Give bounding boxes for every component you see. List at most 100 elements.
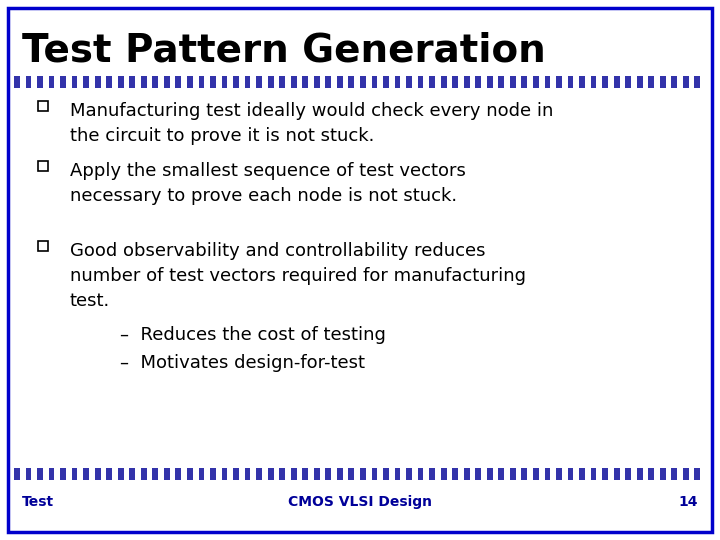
Bar — [268, 76, 274, 88]
Bar — [377, 76, 383, 88]
Bar — [562, 468, 567, 480]
Bar — [187, 468, 193, 480]
Bar — [562, 76, 567, 88]
Bar — [164, 468, 170, 480]
Bar — [25, 76, 31, 88]
Bar — [101, 76, 107, 88]
Bar — [233, 76, 239, 88]
Bar — [671, 76, 678, 88]
Bar — [695, 76, 701, 88]
Bar — [654, 468, 660, 480]
Bar — [158, 468, 164, 480]
Text: Manufacturing test ideally would check every node in
the circuit to prove it is : Manufacturing test ideally would check e… — [70, 102, 554, 145]
Bar — [550, 468, 556, 480]
Bar — [170, 468, 176, 480]
Bar — [245, 468, 251, 480]
Bar — [78, 76, 84, 88]
Bar — [245, 76, 251, 88]
Bar — [452, 468, 458, 480]
Bar — [521, 76, 527, 88]
Bar — [429, 468, 435, 480]
Bar — [222, 468, 228, 480]
Bar — [498, 468, 504, 480]
Bar — [181, 468, 187, 480]
Bar — [325, 76, 331, 88]
Bar — [550, 76, 556, 88]
Bar — [683, 76, 689, 88]
Bar — [55, 468, 60, 480]
Bar — [25, 468, 31, 480]
Bar — [95, 76, 101, 88]
Bar — [498, 76, 504, 88]
Bar — [147, 76, 153, 88]
Bar — [251, 76, 256, 88]
Bar — [153, 468, 158, 480]
Text: –  Motivates design-for-test: – Motivates design-for-test — [120, 354, 365, 373]
Bar — [135, 76, 141, 88]
Bar — [654, 76, 660, 88]
Bar — [337, 76, 343, 88]
Bar — [14, 76, 19, 88]
Bar — [38, 241, 48, 251]
Bar — [619, 468, 625, 480]
Bar — [320, 468, 325, 480]
Bar — [112, 468, 118, 480]
Bar — [625, 468, 631, 480]
Bar — [14, 468, 19, 480]
Bar — [279, 468, 285, 480]
Bar — [418, 468, 423, 480]
Bar — [556, 468, 562, 480]
Bar — [683, 468, 689, 480]
Bar — [348, 468, 354, 480]
Bar — [701, 468, 706, 480]
Bar — [164, 76, 170, 88]
Bar — [665, 468, 671, 480]
Bar — [291, 76, 297, 88]
Bar — [325, 468, 331, 480]
Bar — [602, 76, 608, 88]
Bar — [406, 468, 412, 480]
Bar — [279, 76, 285, 88]
Bar — [193, 468, 199, 480]
Bar — [233, 468, 239, 480]
Bar — [406, 76, 412, 88]
Bar — [469, 76, 475, 88]
Bar — [107, 468, 112, 480]
Bar — [608, 468, 613, 480]
Bar — [302, 76, 308, 88]
Bar — [544, 468, 550, 480]
Bar — [239, 468, 245, 480]
Bar — [516, 76, 521, 88]
Bar — [423, 468, 429, 480]
Bar — [101, 468, 107, 480]
Bar — [395, 76, 400, 88]
Bar — [210, 76, 216, 88]
Text: 14: 14 — [678, 495, 698, 509]
Bar — [452, 76, 458, 88]
Bar — [107, 76, 112, 88]
Bar — [389, 76, 395, 88]
Bar — [31, 468, 37, 480]
Bar — [648, 468, 654, 480]
Bar — [118, 76, 124, 88]
Bar — [539, 76, 544, 88]
Bar — [297, 468, 302, 480]
Bar — [567, 76, 573, 88]
Bar — [204, 468, 210, 480]
Bar — [38, 160, 48, 171]
Bar — [84, 76, 89, 88]
Bar — [516, 468, 521, 480]
Bar — [660, 468, 665, 480]
Bar — [130, 468, 135, 480]
Bar — [366, 76, 372, 88]
Bar — [608, 76, 613, 88]
Bar — [331, 468, 337, 480]
Bar — [285, 76, 291, 88]
Bar — [141, 468, 147, 480]
Bar — [372, 468, 377, 480]
Bar — [441, 468, 446, 480]
Bar — [464, 468, 469, 480]
Bar — [372, 76, 377, 88]
Bar — [435, 468, 441, 480]
Bar — [504, 76, 510, 88]
